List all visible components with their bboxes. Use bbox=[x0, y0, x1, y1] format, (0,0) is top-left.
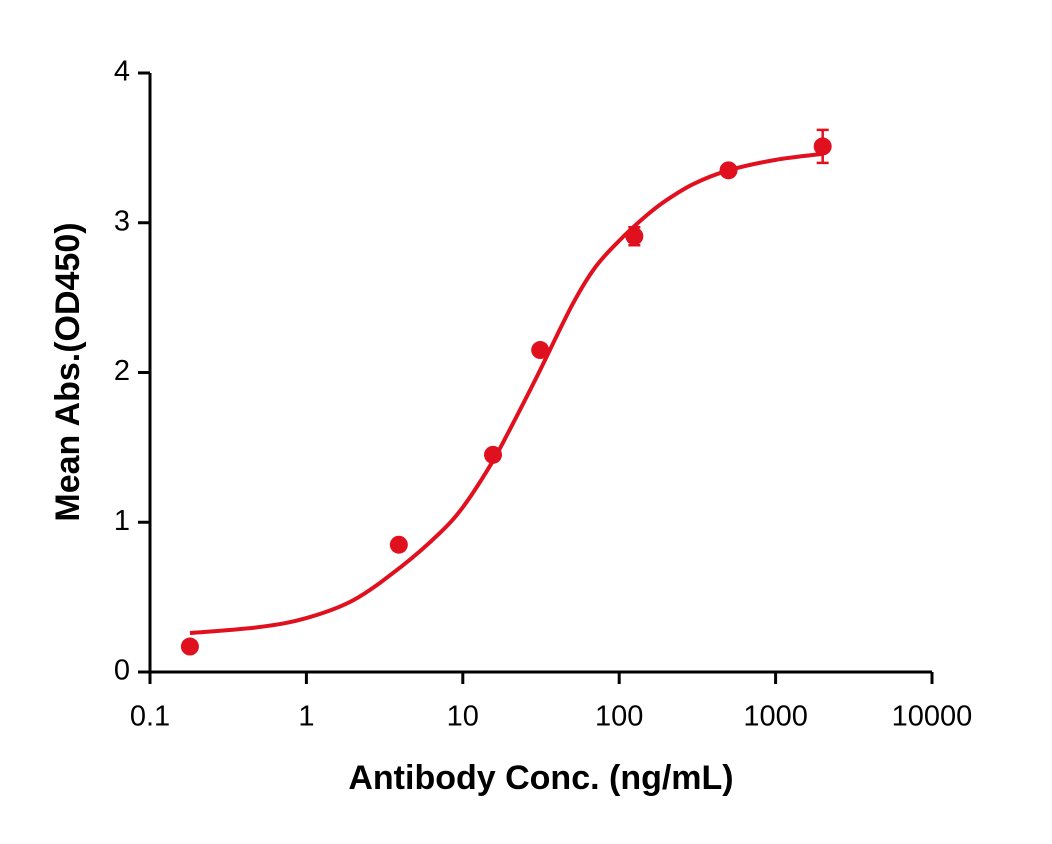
x-axis-title: Antibody Conc. (ng/mL) bbox=[348, 759, 733, 797]
data-point bbox=[813, 137, 832, 156]
y-tick-label: 1 bbox=[114, 505, 130, 537]
x-tick-label: 10 bbox=[447, 701, 479, 733]
fit-curve bbox=[189, 151, 823, 636]
x-tick-label: 1 bbox=[298, 701, 314, 733]
x-tick-label: 10000 bbox=[892, 701, 973, 733]
data-point bbox=[531, 341, 550, 360]
y-tick-label: 4 bbox=[114, 56, 130, 88]
y-tick-label: 2 bbox=[114, 355, 130, 387]
data-point bbox=[180, 637, 199, 656]
data-point bbox=[389, 535, 408, 554]
x-tick-label: 1000 bbox=[743, 701, 808, 733]
y-tick-label: 0 bbox=[114, 655, 130, 687]
y-tick-label: 3 bbox=[114, 205, 130, 237]
x-tick-label: 0.1 bbox=[130, 701, 170, 733]
x-tick-label: 100 bbox=[595, 701, 643, 733]
y-axis-title: Mean Abs.(OD450) bbox=[49, 222, 87, 521]
